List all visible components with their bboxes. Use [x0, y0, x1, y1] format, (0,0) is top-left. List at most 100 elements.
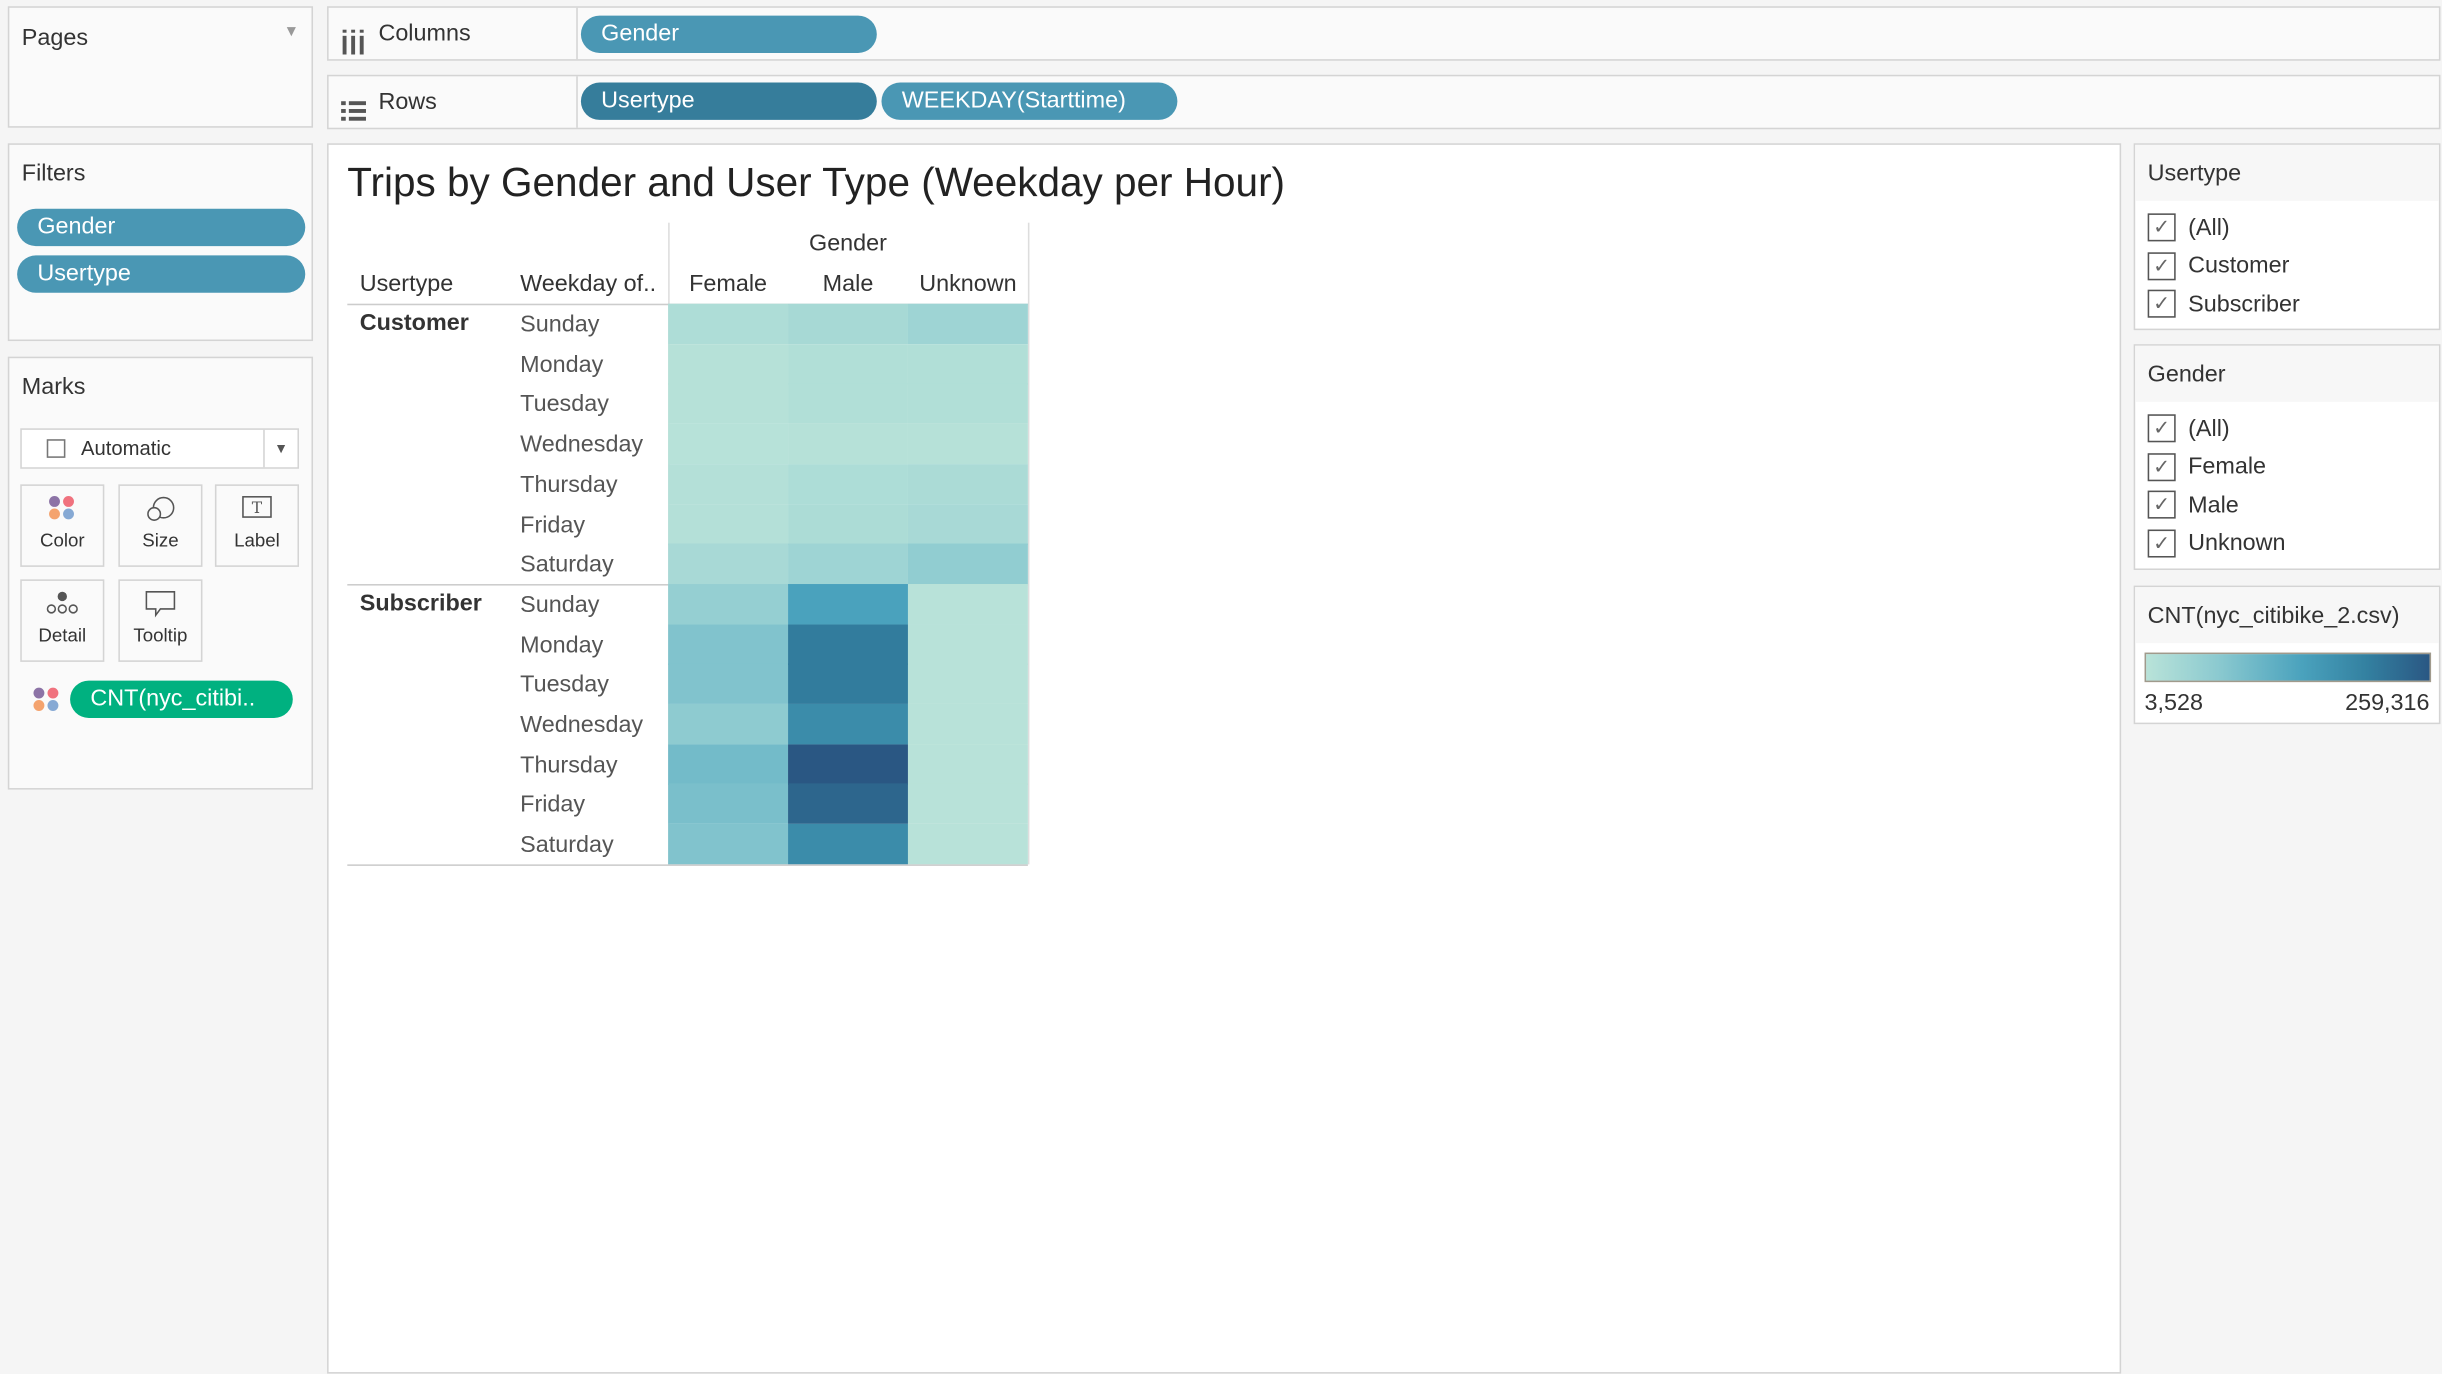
- checkbox-label: (All): [2188, 214, 2230, 242]
- row-header-usertype: Usertype: [359, 270, 454, 298]
- checkbox-label: Female: [2188, 453, 2267, 481]
- filter-pill-usertype[interactable]: Usertype: [17, 255, 306, 293]
- heatmap-cell[interactable]: [907, 583, 1028, 625]
- weekday-label: Thursday: [520, 751, 618, 779]
- filter-pill-gender[interactable]: Gender: [17, 208, 306, 247]
- color-label: Color: [39, 529, 85, 552]
- checkbox-unknown[interactable]: ✓ Unknown: [2135, 524, 2439, 562]
- heatmap-cell[interactable]: [668, 303, 789, 345]
- heatmap-cell[interactable]: [668, 503, 789, 545]
- heatmap-cell[interactable]: [907, 824, 1028, 865]
- heatmap-cell[interactable]: [788, 303, 908, 345]
- heatmap-cell[interactable]: [788, 783, 908, 825]
- marks-title: Marks: [21, 373, 86, 401]
- label-label: Label: [234, 529, 280, 552]
- legend-gradient: [2144, 652, 2432, 683]
- heatmap-cell[interactable]: [668, 743, 789, 785]
- heatmap-cell[interactable]: [907, 663, 1028, 705]
- checkbox-all[interactable]: ✓ (All): [2135, 209, 2439, 247]
- rows-shelf[interactable]: Rows Usertype WEEKDAY(Starttime): [327, 74, 2441, 130]
- heatmap-cell[interactable]: [668, 663, 789, 705]
- heatmap-cell[interactable]: [907, 463, 1028, 505]
- size-icon: [120, 486, 201, 530]
- heatmap-cell[interactable]: [788, 824, 908, 865]
- heatmap-cell[interactable]: [668, 383, 789, 425]
- columns-pill-gender[interactable]: Gender: [580, 15, 877, 53]
- checkbox-male[interactable]: ✓ Male: [2135, 486, 2439, 524]
- column-header-gender: Gender: [809, 230, 887, 257]
- heatmap-cell[interactable]: [668, 343, 789, 385]
- size-card[interactable]: Size: [118, 484, 203, 567]
- weekday-label: Saturday: [520, 831, 614, 859]
- heatmap-cell[interactable]: [907, 743, 1028, 785]
- checkbox-customer[interactable]: ✓ Customer: [2135, 247, 2439, 285]
- color-encoding-icon: [33, 687, 61, 720]
- heatmap-cell[interactable]: [788, 463, 908, 505]
- rows-pill-weekday[interactable]: WEEKDAY(Starttime): [881, 82, 1178, 120]
- chevron-down-icon[interactable]: ▼: [283, 23, 300, 41]
- heatmap-cell[interactable]: [907, 383, 1028, 425]
- checkbox-female[interactable]: ✓ Female: [2135, 448, 2439, 486]
- mark-type-value: Automatic: [80, 436, 172, 460]
- heatmap-cell[interactable]: [907, 703, 1028, 745]
- detail-card[interactable]: Detail: [20, 579, 105, 662]
- weekday-label: Monday: [520, 631, 604, 659]
- heatmap-cell[interactable]: [788, 703, 908, 745]
- checkbox-label: Subscriber: [2188, 290, 2300, 318]
- marks-card: Marks Automatic ▼ Color Size T Label Deta…: [7, 356, 314, 790]
- heatmap-cell[interactable]: [907, 343, 1028, 385]
- heatmap-cell[interactable]: [668, 423, 789, 465]
- heatmap-cell[interactable]: [907, 303, 1028, 345]
- heatmap-cell[interactable]: [788, 743, 908, 785]
- chart-title: Trips by Gender and User Type (Weekday p…: [347, 158, 1286, 206]
- heatmap-cell[interactable]: [788, 343, 908, 385]
- heatmap-cell[interactable]: [907, 783, 1028, 825]
- heatmap-cell[interactable]: [788, 383, 908, 425]
- checkmark-icon: ✓: [2147, 290, 2176, 319]
- checkbox-label: Unknown: [2188, 529, 2286, 557]
- heatmap-cell[interactable]: [668, 463, 789, 505]
- group-label-subscriber: Subscriber: [359, 590, 482, 617]
- tooltip-icon: [120, 581, 201, 625]
- heatmap-cell[interactable]: [668, 623, 789, 665]
- columns-label: Columns: [378, 20, 471, 47]
- checkmark-icon: ✓: [2147, 251, 2176, 280]
- label-card[interactable]: T Label: [214, 484, 300, 567]
- heatmap-cell[interactable]: [907, 623, 1028, 665]
- heatmap-cell[interactable]: [668, 543, 789, 585]
- tooltip-card[interactable]: Tooltip: [118, 579, 203, 662]
- checkbox-label: Customer: [2188, 252, 2290, 280]
- pages-shelf[interactable]: Pages ▼: [7, 6, 314, 128]
- rows-label: Rows: [378, 88, 437, 116]
- checkmark-icon: ✓: [2147, 490, 2176, 520]
- measure-pill-cnt[interactable]: CNT(nyc_citibi..: [70, 680, 293, 718]
- weekday-label: Saturday: [520, 551, 614, 579]
- heatmap-cell[interactable]: [668, 703, 789, 745]
- heatmap-cell[interactable]: [668, 583, 789, 625]
- heatmap-cell[interactable]: [788, 623, 908, 665]
- filters-shelf[interactable]: Filters Gender Usertype: [7, 143, 314, 342]
- columns-shelf[interactable]: Columns Gender: [327, 6, 2441, 61]
- weekday-label: Tuesday: [520, 391, 609, 418]
- heatmap-cell[interactable]: [788, 663, 908, 705]
- heatmap-cell[interactable]: [788, 583, 908, 625]
- heatmap-cell[interactable]: [907, 423, 1028, 465]
- gender-filter-card: Gender ✓ (All) ✓ Female ✓ Male ✓ Unknown: [2133, 344, 2441, 571]
- heatmap-cell[interactable]: [668, 783, 789, 825]
- checkbox-subscriber[interactable]: ✓ Subscriber: [2135, 285, 2439, 323]
- color-icon: [22, 486, 103, 530]
- heatmap-cell[interactable]: [668, 824, 789, 865]
- color-card[interactable]: Color: [20, 484, 105, 567]
- heatmap-cell[interactable]: [907, 503, 1028, 545]
- checkmark-icon: ✓: [2147, 452, 2176, 481]
- rows-icon: [341, 90, 366, 121]
- checkbox-all[interactable]: ✓ (All): [2135, 410, 2439, 448]
- heatmap-cell[interactable]: [788, 423, 908, 465]
- rows-pill-usertype[interactable]: Usertype: [580, 82, 877, 120]
- mark-type-dropdown[interactable]: Automatic ▼: [20, 428, 300, 469]
- heatmap-cell[interactable]: [788, 503, 908, 545]
- heatmap-cell[interactable]: [788, 543, 908, 585]
- checkmark-icon: ✓: [2147, 213, 2176, 242]
- heatmap-cell[interactable]: [907, 543, 1028, 585]
